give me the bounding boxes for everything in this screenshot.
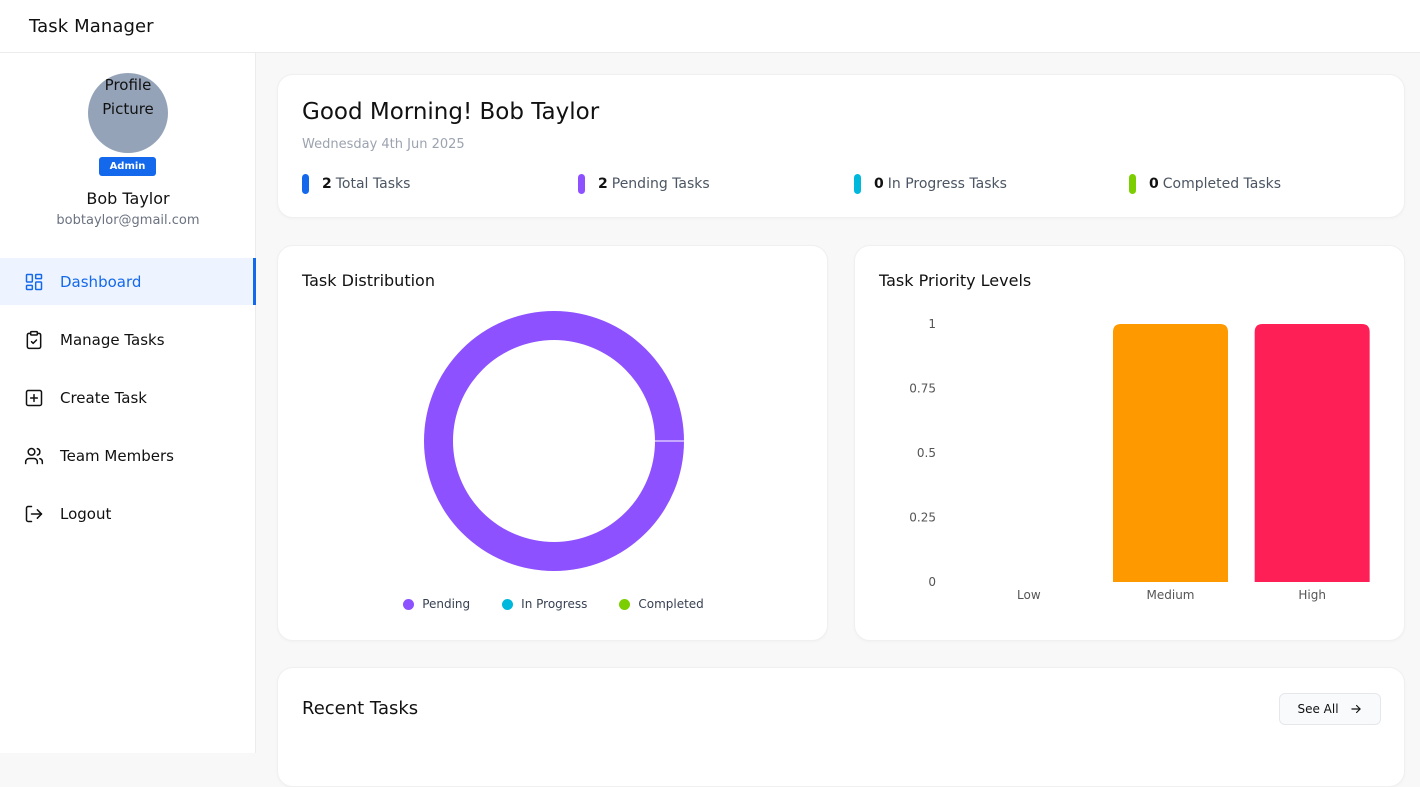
bar-chart: 0 0.25 0.5 0.75 1 Low Medium High bbox=[909, 317, 1370, 602]
see-all-label: See All bbox=[1297, 702, 1339, 716]
sidebar-item-logout[interactable]: Logout bbox=[0, 490, 256, 537]
recent-tasks-card: Recent Tasks See All bbox=[277, 667, 1405, 787]
app-title: Task Manager bbox=[29, 15, 154, 37]
stat-count: 0 bbox=[874, 176, 884, 192]
dashboard-icon bbox=[24, 272, 44, 292]
stat-color-bar bbox=[302, 174, 309, 194]
stat-label: Completed Tasks bbox=[1162, 176, 1282, 192]
arrow-right-icon bbox=[1349, 702, 1363, 716]
sidebar-item-team-members[interactable]: Team Members bbox=[0, 432, 256, 479]
sidebar-item-label: Create Task bbox=[60, 388, 147, 407]
card-title: Task Priority Levels bbox=[879, 271, 1032, 290]
sidebar-item-label: Dashboard bbox=[60, 272, 142, 291]
y-tick-label: 0.75 bbox=[909, 382, 936, 396]
legend-item-in-progress[interactable]: In Progress bbox=[502, 597, 587, 611]
stat-count: 2 bbox=[322, 176, 332, 192]
y-tick-label: 0.25 bbox=[909, 511, 936, 525]
current-date: Wednesday 4th Jun 2025 bbox=[302, 137, 465, 152]
role-badge: Admin bbox=[99, 157, 156, 176]
donut-chart bbox=[424, 311, 684, 571]
sidebar-item-label: Team Members bbox=[60, 446, 174, 465]
stat-in-progress-tasks: 0 In Progress Tasks bbox=[854, 174, 1007, 194]
users-icon bbox=[24, 446, 44, 466]
sidebar-item-create-task[interactable]: Create Task bbox=[0, 374, 256, 421]
legend-label: In Progress bbox=[521, 597, 588, 611]
stat-label: Total Tasks bbox=[335, 176, 411, 192]
chart-legend: Pending In Progress Completed bbox=[278, 597, 829, 611]
stat-label: In Progress Tasks bbox=[887, 176, 1007, 192]
avatar-alt-text: Profile Picture bbox=[102, 76, 154, 118]
recent-tasks-title: Recent Tasks bbox=[302, 698, 419, 719]
sidebar-item-label: Manage Tasks bbox=[60, 330, 165, 349]
donut-slice-pending[interactable] bbox=[424, 311, 684, 571]
legend-item-completed[interactable]: Completed bbox=[619, 597, 704, 611]
stat-count: 2 bbox=[598, 176, 608, 192]
legend-item-pending[interactable]: Pending bbox=[403, 597, 470, 611]
avatar: Profile Picture bbox=[88, 73, 168, 153]
sidebar: Profile Picture Admin Bob Taylor bobtayl… bbox=[0, 53, 256, 753]
bar-high[interactable] bbox=[1254, 324, 1370, 582]
stat-completed-tasks: 0 Completed Tasks bbox=[1129, 174, 1281, 194]
sidebar-item-manage-tasks[interactable]: Manage Tasks bbox=[0, 316, 256, 363]
x-tick-label: Medium bbox=[1147, 588, 1195, 602]
legend-dot bbox=[619, 598, 631, 610]
avatar-image: Profile Picture bbox=[88, 73, 168, 153]
stat-total-tasks: 2 Total Tasks bbox=[302, 174, 410, 194]
sidebar-nav: Dashboard Manage Tasks Create Task bbox=[0, 258, 256, 548]
legend-dot bbox=[502, 598, 514, 610]
user-name: Bob Taylor bbox=[86, 189, 170, 208]
legend-label: Completed bbox=[638, 597, 704, 611]
bar-medium[interactable] bbox=[1113, 324, 1228, 582]
task-distribution-card: Task Distribution Pending In Progress Comp… bbox=[277, 245, 828, 641]
logout-icon bbox=[24, 504, 44, 524]
task-priority-card: Task Priority Levels 0 0.25 0.5 0.75 1 Low Med… bbox=[854, 245, 1405, 641]
greeting-title: Good Morning! Bob Taylor bbox=[302, 99, 600, 125]
legend-label: Pending bbox=[422, 597, 471, 611]
see-all-button[interactable]: See All bbox=[1279, 693, 1381, 725]
greeting-card: Good Morning! Bob Taylor Wednesday 4th J… bbox=[277, 74, 1405, 218]
plus-square-icon bbox=[24, 388, 44, 408]
legend-dot bbox=[403, 598, 415, 610]
card-title: Task Distribution bbox=[302, 271, 435, 290]
y-tick-label: 0 bbox=[928, 575, 936, 589]
stat-color-bar bbox=[578, 174, 585, 194]
sidebar-item-dashboard[interactable]: Dashboard bbox=[0, 258, 256, 305]
stat-pending-tasks: 2 Pending Tasks bbox=[578, 174, 710, 194]
stat-color-bar bbox=[854, 174, 861, 194]
stat-color-bar bbox=[1129, 174, 1136, 194]
sidebar-item-label: Logout bbox=[60, 504, 112, 523]
top-bar: Task Manager bbox=[0, 0, 1420, 53]
stat-label: Pending Tasks bbox=[611, 176, 710, 192]
user-email: bobtaylor@gmail.com bbox=[56, 213, 200, 228]
stat-count: 0 bbox=[1149, 176, 1159, 192]
y-tick-label: 1 bbox=[928, 317, 936, 331]
y-tick-label: 0.5 bbox=[917, 446, 936, 460]
clipboard-check-icon bbox=[24, 330, 44, 350]
x-tick-label: High bbox=[1298, 588, 1326, 602]
x-tick-label: Low bbox=[1017, 588, 1041, 602]
